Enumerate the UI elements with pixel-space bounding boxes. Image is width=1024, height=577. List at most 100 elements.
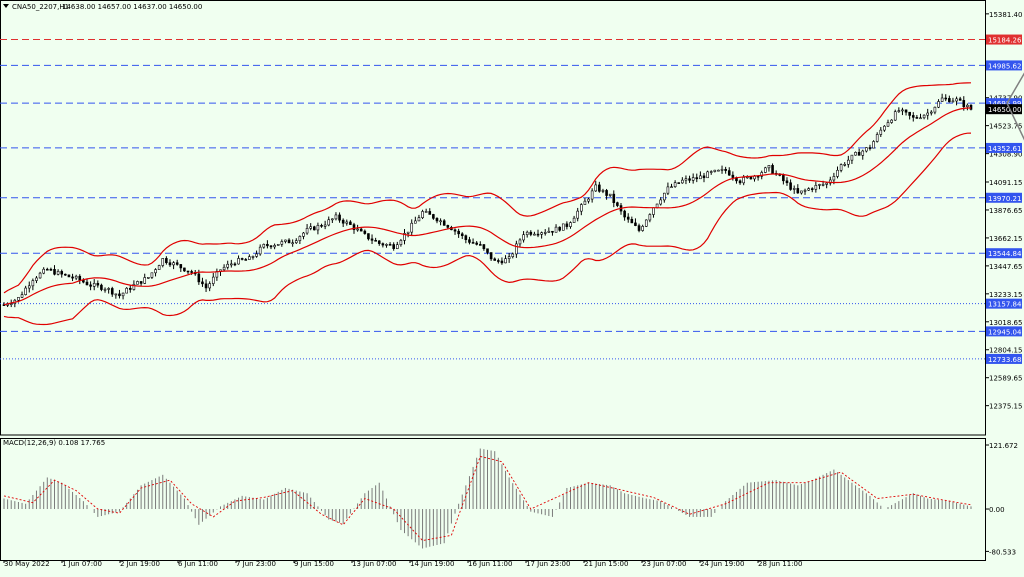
dropdown-triangle-icon [3, 4, 9, 8]
level-price-tag [986, 192, 1022, 203]
y-tick-label: 14091.15 [989, 179, 1022, 187]
macd-histogram-group [3, 448, 972, 549]
y-tick-label: 13876.65 [989, 207, 1022, 215]
level-price-label: 15184.26 [988, 37, 1022, 45]
candle-body [190, 271, 193, 273]
candle-body [810, 188, 814, 190]
candle-body [749, 176, 753, 180]
candle-body [868, 147, 872, 149]
candle-body [717, 169, 720, 172]
candle-body [594, 184, 598, 192]
level-price-label: 12733.68 [988, 356, 1021, 364]
candle-body [60, 271, 64, 275]
level-price-label: 12945.04 [988, 328, 1022, 336]
candle-body [944, 97, 948, 100]
candle-body [767, 165, 771, 169]
candle-body [543, 232, 547, 234]
candle-body [103, 288, 107, 291]
candle-body [132, 283, 136, 290]
candle-body [695, 177, 699, 180]
candle-body [644, 219, 648, 227]
candle-body [244, 259, 248, 261]
candle-body [969, 104, 973, 110]
level-price-tag [986, 60, 1022, 71]
candle-body [551, 230, 554, 233]
x-tick-label: 17 Jun 23:00 [526, 560, 570, 568]
candle-body [814, 185, 818, 190]
x-tick-label: 9 Jun 15:00 [294, 560, 334, 568]
candle-body [771, 165, 774, 174]
candle-body [890, 119, 893, 123]
candle-body [926, 112, 930, 116]
level-price-tag [986, 326, 1022, 337]
candle-body [27, 285, 31, 289]
candle-body [681, 179, 684, 184]
candle-body [533, 233, 536, 236]
macd-tick-label: 121.672 [989, 442, 1018, 450]
candle-body [915, 117, 919, 119]
candle-body [558, 226, 561, 231]
candle-body [114, 293, 118, 296]
level-price-label: 14985.62 [988, 62, 1021, 70]
candle-body [248, 256, 251, 260]
candle-body [843, 164, 847, 166]
candle-body [110, 288, 114, 295]
candle-body [904, 109, 908, 113]
candle-body [940, 97, 944, 102]
candle-body [713, 169, 717, 172]
candle-body [522, 234, 525, 241]
candle-body [374, 240, 377, 242]
candle-body [897, 110, 901, 112]
candles-group [2, 93, 973, 308]
candle-body [500, 260, 504, 264]
candle-body [641, 226, 644, 231]
candle-body [601, 190, 605, 192]
candle-body [446, 225, 450, 228]
candle-body [421, 211, 424, 218]
candle-body [800, 190, 803, 194]
candle-body [92, 283, 96, 287]
candle-body [121, 292, 125, 297]
macd-tick-label: -80.533 [989, 548, 1016, 556]
candle-body [525, 231, 529, 236]
candle-body [937, 101, 940, 108]
candle-body [183, 267, 186, 272]
level-price-label: 13970.21 [988, 195, 1021, 203]
candle-body [861, 150, 865, 156]
bollinger-upper-line [3, 82, 972, 294]
x-tick-label: 2 Jun 19:00 [120, 560, 160, 568]
candle-body [839, 164, 843, 171]
candle-body [825, 182, 828, 185]
candle-body [74, 275, 78, 279]
candle-body [262, 243, 266, 248]
candle-body [331, 218, 334, 221]
candle-body [572, 217, 576, 223]
candle-body [363, 230, 367, 234]
candle-body [309, 226, 312, 229]
candle-body [442, 220, 446, 226]
candle-body [702, 175, 706, 179]
candle-body [147, 277, 150, 279]
candle-body [457, 230, 460, 235]
level-price-tag [986, 353, 1022, 364]
x-tick-label: 13 Jun 07:00 [352, 560, 396, 568]
candle-body [901, 109, 904, 112]
candle-body [154, 269, 157, 274]
candle-body [276, 243, 280, 246]
candle-body [305, 228, 309, 234]
candle-body [612, 193, 616, 203]
candle-body [395, 244, 399, 249]
candle-body [49, 268, 53, 271]
candle-body [663, 192, 666, 201]
candle-body [699, 175, 702, 180]
candle-body [930, 111, 933, 114]
x-tick-label: 23 Jun 07:00 [642, 560, 686, 568]
y-tick-label: 12375.15 [989, 403, 1022, 411]
candle-body [764, 167, 767, 173]
candle-body [269, 245, 273, 248]
ohlc-label: 14638.00 14657.00 14637.00 14650.00 [62, 3, 202, 11]
candle-body [709, 171, 713, 173]
candle-body [161, 258, 165, 266]
